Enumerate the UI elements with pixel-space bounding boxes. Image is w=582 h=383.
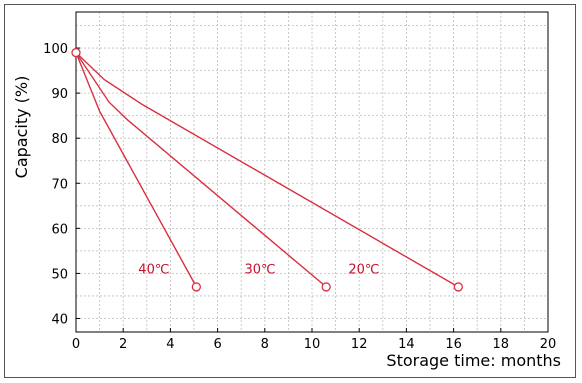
y-tick-label: 90 xyxy=(51,87,68,102)
series-line-2 xyxy=(75,52,327,288)
y-axis-title: Capacity (%) xyxy=(12,76,31,179)
x-axis-title: Storage time: months xyxy=(386,351,561,370)
y-tick-label: 60 xyxy=(51,222,68,237)
y-tick-label: 50 xyxy=(51,267,68,282)
x-tick-label: 8 xyxy=(261,337,269,352)
y-tick-label: 40 xyxy=(51,312,68,327)
series-end-marker xyxy=(191,282,202,292)
x-tick-label: 16 xyxy=(445,337,462,352)
x-tick-label: 20 xyxy=(540,337,557,352)
series-line-1 xyxy=(75,52,198,288)
x-tick-label: 4 xyxy=(166,337,174,352)
series-end-marker xyxy=(321,282,331,292)
x-tick-label: 2 xyxy=(119,337,127,352)
capacity-chart: 0 2 4 6 8 10 12 14 16 18 20 40 50 60 70 80 90 100 40℃ 30℃ 2… xyxy=(12,11,561,370)
y-tick-label: 70 xyxy=(51,177,68,192)
x-tick-label: 12 xyxy=(351,337,368,352)
origin-marker xyxy=(71,47,81,58)
grid xyxy=(76,12,548,332)
y-tick-label: 80 xyxy=(51,132,68,147)
series-label: 40℃ xyxy=(138,262,169,277)
series-end-marker xyxy=(453,282,463,292)
y-tick-label: 100 xyxy=(43,42,68,57)
x-tick-label: 6 xyxy=(213,337,221,352)
x-tick-label: 14 xyxy=(398,337,415,352)
series-label: 20℃ xyxy=(348,262,379,277)
series-line-3 xyxy=(75,52,459,288)
x-tick-label: 0 xyxy=(72,337,80,352)
axis-ticks: 0 2 4 6 8 10 12 14 16 18 20 40 50 60 70 80 90 100 xyxy=(43,42,556,352)
x-tick-label: 18 xyxy=(493,337,510,352)
series-group: 40℃ 30℃ 20℃ xyxy=(71,47,463,292)
chart-frame: 0 2 4 6 8 10 12 14 16 18 20 40 50 60 70 80 90 100 40℃ 30℃ 2… xyxy=(4,4,576,378)
series-label: 30℃ xyxy=(245,262,276,277)
x-tick-label: 10 xyxy=(304,337,321,352)
